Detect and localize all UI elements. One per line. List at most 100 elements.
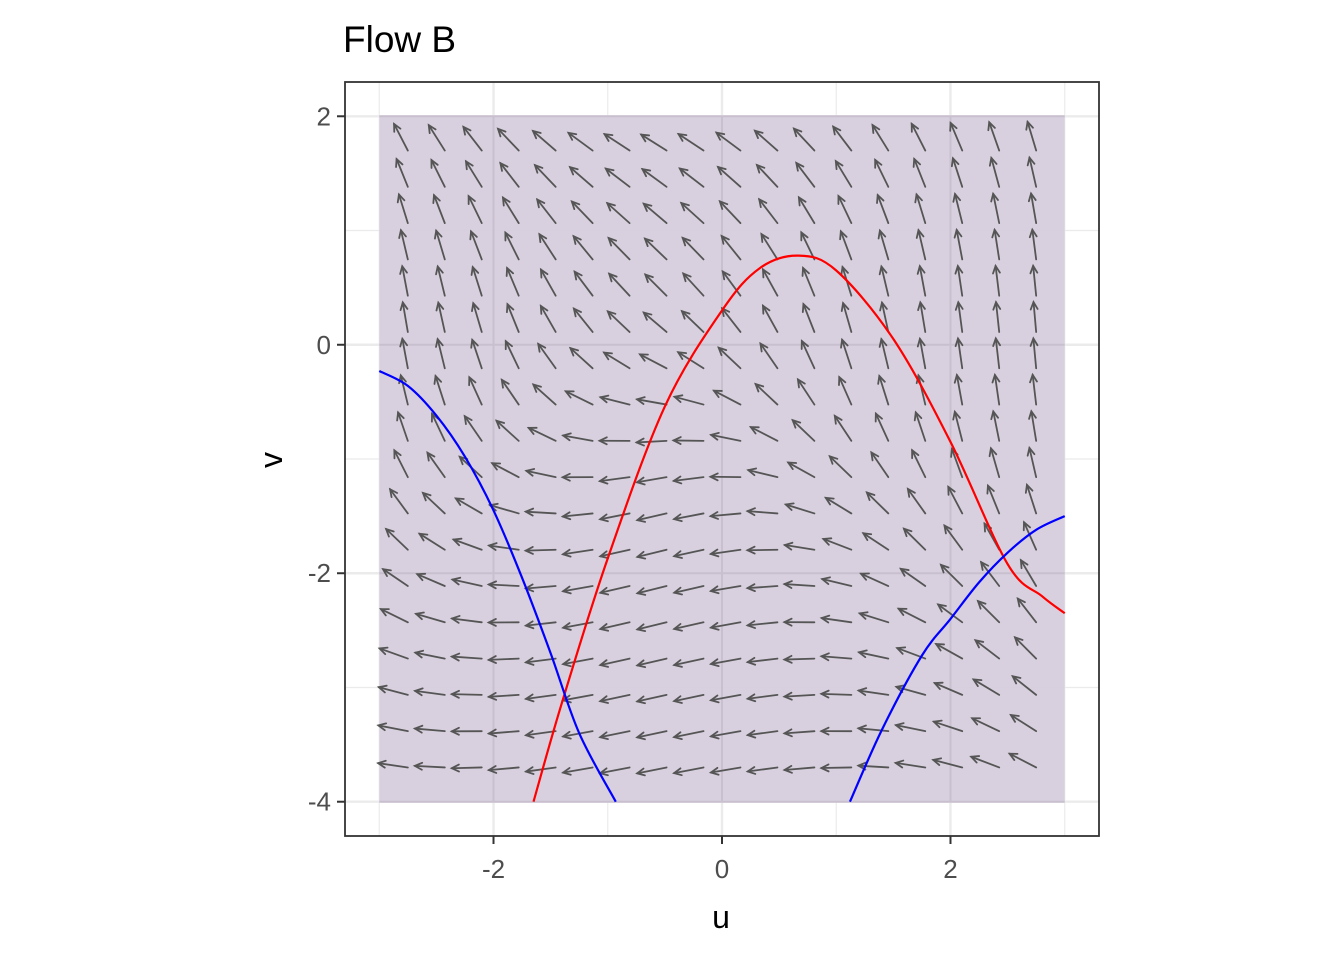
arrow-shaft	[820, 655, 853, 660]
arrow-head	[635, 623, 647, 632]
arrow-head	[878, 337, 888, 348]
arrow-shaft	[524, 510, 557, 515]
vector-arrow	[745, 507, 779, 517]
arrow-shaft	[471, 266, 483, 297]
vector-arrow	[634, 396, 668, 406]
arrow-shaft	[874, 412, 890, 442]
vector-arrow	[672, 512, 705, 523]
arrow-shaft	[709, 512, 742, 518]
arrow-head	[857, 611, 869, 620]
vector-arrow	[947, 485, 964, 515]
arrow-shaft	[564, 390, 594, 406]
arrow-head	[1013, 635, 1024, 646]
arrow-head	[708, 658, 720, 668]
arrow-shaft	[532, 383, 557, 406]
arrow-head	[635, 731, 646, 741]
vector-arrow	[821, 537, 853, 551]
arrow-shaft	[506, 303, 520, 333]
arrow-shaft	[990, 156, 1001, 188]
arrow-head	[745, 766, 757, 775]
arrow-head	[672, 695, 683, 704]
vector-arrow	[384, 527, 409, 551]
arrow-head	[879, 300, 888, 312]
vector-arrow	[634, 476, 668, 486]
vector-arrow	[635, 766, 668, 777]
arrow-head	[538, 232, 548, 244]
arrow-shaft	[1014, 636, 1038, 660]
arrow-head	[820, 576, 831, 586]
arrow-head	[782, 728, 793, 738]
arrow-shaft	[988, 121, 1001, 152]
nullclines	[378, 254, 1066, 803]
arrow-shaft	[430, 159, 446, 188]
arrow-shaft	[990, 447, 1001, 479]
arrow-head	[757, 197, 768, 209]
vector-arrow	[602, 132, 631, 152]
arrow-head	[819, 763, 830, 773]
vector-arrow	[857, 611, 890, 624]
arrow-head	[1016, 596, 1026, 608]
vector-arrow	[950, 156, 964, 188]
arrow-head	[870, 450, 880, 462]
arrow-shaft	[572, 307, 594, 333]
vector-arrow	[973, 639, 1001, 660]
arrow-head	[531, 383, 542, 393]
arrow-shaft	[758, 198, 779, 225]
arrow-head	[865, 491, 876, 501]
vector-arrow	[640, 167, 668, 188]
vector-arrow	[819, 763, 853, 773]
vector-arrow	[878, 337, 890, 370]
arrow-head	[893, 759, 905, 769]
arrow-shaft	[540, 268, 557, 297]
arrow-head	[449, 763, 460, 773]
arrow-head	[856, 724, 867, 734]
vector-arrow	[606, 309, 631, 333]
arrow-head	[782, 691, 793, 701]
arrow-shaft	[379, 608, 409, 624]
arrow-shaft	[828, 455, 853, 479]
arrow-head	[462, 125, 472, 136]
arrow-shaft	[636, 730, 668, 739]
vector-arrow	[840, 301, 853, 333]
arrow-head	[467, 194, 476, 206]
arrow-head	[839, 229, 848, 241]
arrow-head	[717, 346, 728, 357]
arrow-shaft	[385, 528, 409, 551]
arrow-head	[449, 615, 461, 624]
arrow-shaft	[1031, 228, 1038, 261]
vector-arrow	[720, 234, 742, 261]
arrow-head	[561, 622, 572, 631]
vector-arrow	[893, 722, 927, 733]
arrow-head	[783, 502, 795, 511]
vector-arrow	[834, 159, 853, 188]
vector-arrow	[672, 730, 705, 740]
arrow-shaft	[435, 229, 446, 261]
vector-arrow	[412, 761, 446, 771]
vector-arrow	[820, 576, 853, 587]
arrow-shaft	[682, 272, 705, 297]
arrow-shaft	[858, 651, 890, 660]
vector-arrow	[1013, 635, 1038, 660]
vector-arrow	[523, 546, 557, 555]
vector-arrow	[526, 426, 557, 442]
arrow-shaft	[971, 717, 1001, 733]
arrow-head	[745, 545, 756, 555]
arrow-head	[681, 236, 692, 247]
arrow-shaft	[599, 512, 631, 521]
arrow-head	[635, 695, 646, 705]
arrow-shaft	[414, 651, 446, 660]
arrow-head	[718, 199, 729, 210]
vector-arrow	[681, 272, 705, 297]
arrow-head	[976, 599, 987, 610]
arrow-shaft	[673, 395, 705, 406]
vector-arrow	[1009, 713, 1038, 733]
arrow-shaft	[1026, 483, 1038, 515]
vector-arrow	[782, 617, 816, 627]
vector-arrow	[399, 300, 409, 333]
arrow-head	[376, 722, 388, 732]
vector-arrow	[992, 300, 1002, 333]
vector-arrow	[800, 230, 816, 261]
vector-arrow	[642, 202, 668, 225]
arrow-head	[912, 157, 922, 168]
arrow-head	[831, 125, 842, 136]
